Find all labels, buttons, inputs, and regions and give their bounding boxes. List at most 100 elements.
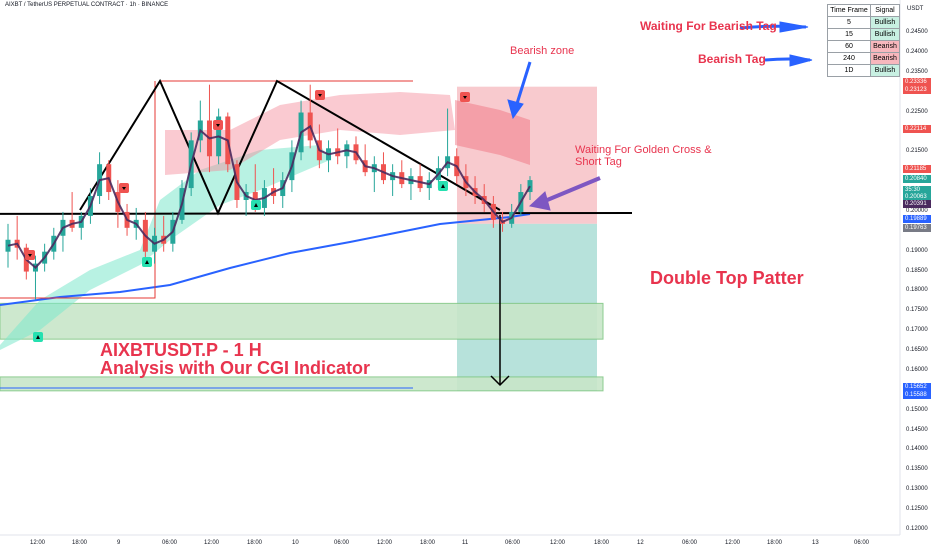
currency-label[interactable]: USDT [907, 6, 924, 12]
price-tick-label: 0.16000 [906, 366, 928, 373]
time-tick-label: 18:00 [420, 540, 436, 546]
time-tick-label: 18:00 [247, 540, 263, 546]
annotation-pattern: Double Top Patter [650, 268, 804, 288]
price-tick-label: 0.13000 [906, 486, 928, 493]
neckline [0, 212, 633, 215]
arrow-golden-cross-shaft [539, 176, 601, 205]
price-tick-label: 0.12500 [906, 506, 928, 513]
price-tick-label: 0.24500 [906, 29, 928, 35]
price-tick-label: 0.18500 [906, 267, 928, 274]
price-tick-label: 0.16500 [906, 347, 928, 354]
time-tick-label: 12:00 [377, 540, 393, 546]
time-tick-label: 9 [117, 540, 121, 546]
signal-timeframe: 5 [827, 16, 871, 29]
price-tick-label: 0.23500 [906, 68, 928, 75]
candle-body [527, 180, 533, 193]
time-tick-label: 18:00 [767, 540, 783, 546]
price-tag: 0.20391 [903, 200, 931, 208]
signal-timeframe: 15 [827, 28, 871, 41]
signal-table-header-signal: Signal [870, 4, 900, 17]
price-tick-label: 0.14500 [906, 426, 928, 433]
price-tick-label: 0.18000 [906, 287, 928, 294]
support-zone [0, 376, 604, 392]
arrow-bearish-tag-shaft [764, 57, 811, 62]
price-tick-label: 0.17500 [906, 307, 928, 314]
time-tick-label: 06:00 [854, 540, 870, 546]
signal-row: 60 Bearish [827, 40, 900, 53]
annotation-bearish-tag: Bearish Tag [698, 52, 766, 66]
signal-timeframe: 1D [827, 64, 871, 77]
arrow-waiting-bearish-shaft [739, 24, 807, 30]
time-tick-label: 10 [292, 540, 299, 546]
time-tick-label: 06:00 [162, 540, 178, 546]
signal-row: 15 Bullish [827, 28, 900, 41]
arrow-golden-cross [528, 191, 551, 211]
annotation-golden-cross-line2: Short Tag [575, 156, 622, 168]
price-tag: 0.19763 [903, 224, 931, 232]
price-tag: 0.22114 [903, 125, 931, 133]
bullish-marker-glyph [36, 335, 40, 339]
price-tag: 35:30 [903, 186, 931, 194]
annotation-golden-cross-line1: Waiting For Golden Cross & [575, 144, 712, 156]
time-tick-label: 06:00 [682, 540, 698, 546]
annotation-bearish-zone: Bearish zone [510, 45, 575, 57]
signal-table-header-timeframe: Time Frame [827, 4, 871, 17]
signal-table: Time Frame Signal 5 Bullish 15 Bullish 6… [827, 4, 900, 77]
time-tick-label: 11 [462, 540, 469, 546]
time-tick-label: 12:00 [30, 540, 46, 546]
price-tick-label: 0.17000 [906, 327, 928, 334]
time-tick-label: 13 [812, 540, 819, 546]
price-tick-label: 0.15000 [906, 406, 928, 413]
bullish-cloud [0, 145, 330, 350]
price-tick-label: 0.14000 [906, 446, 928, 453]
signal-timeframe: 240 [827, 52, 871, 65]
left-bracket-line [0, 81, 156, 299]
price-tag: 0.23336 [903, 78, 931, 86]
price-tag: 0.19889 [903, 215, 931, 223]
bearish-marker-glyph [122, 187, 126, 190]
signal-value: Bullish [870, 28, 900, 41]
target-arrow-head [490, 375, 510, 387]
price-tag: 0.15588 [903, 391, 931, 399]
bearish-cloud-2 [455, 100, 530, 165]
signal-row: 5 Bullish [827, 16, 900, 29]
annotation-waiting-bearish: Waiting For Bearish Tag [640, 19, 777, 33]
signal-timeframe: 60 [827, 40, 871, 53]
analysis-title-line1: AIXBTUSDT.P - 1 H [100, 340, 262, 360]
candle-body [5, 239, 11, 252]
bullish-marker-glyph [145, 260, 149, 264]
price-tick-label: 0.13500 [906, 466, 928, 473]
signal-row: 240 Bearish [827, 52, 900, 65]
arrow-bearish-zone [507, 99, 524, 120]
signal-value: Bullish [870, 16, 900, 29]
short-entry-zone [457, 86, 597, 224]
price-tag: 0.20840 [903, 175, 931, 183]
price-tick-label: 0.22500 [906, 108, 928, 115]
time-tick-label: 12:00 [550, 540, 566, 546]
bearish-marker-glyph [318, 94, 322, 97]
time-tick-label: 12:00 [725, 540, 741, 546]
ma-dark-line [7, 124, 531, 269]
price-tick-label: 0.24000 [906, 48, 928, 55]
time-tick-label: 06:00 [334, 540, 350, 546]
symbol-title: AIXBT / TetherUS PERPETUAL CONTRACT · 1h… [5, 2, 169, 8]
bullish-marker-glyph [254, 203, 258, 207]
price-tag: 0.15652 [903, 383, 931, 391]
bullish-marker-glyph [441, 184, 445, 188]
price-tick-label: 0.21500 [906, 148, 928, 155]
bearish-marker-glyph [463, 96, 467, 99]
price-tag: 0.23123 [903, 86, 931, 94]
price-tag: 0.20063 [903, 193, 931, 201]
time-tick-label: 12 [637, 540, 644, 546]
signal-row: 1D Bullish [827, 64, 900, 77]
analysis-title-line2: Analysis with Our CGI Indicator [100, 358, 371, 378]
price-tick-label: 0.20000 [906, 207, 928, 214]
time-tick-label: 06:00 [505, 540, 521, 546]
support-zone [0, 302, 604, 340]
signal-value: Bullish [870, 64, 900, 77]
price-tag: 0.21185 [903, 165, 931, 173]
arrow-bearish-zone-shaft [513, 61, 532, 111]
time-tick-label: 18:00 [72, 540, 88, 546]
signal-value: Bearish [870, 40, 900, 53]
